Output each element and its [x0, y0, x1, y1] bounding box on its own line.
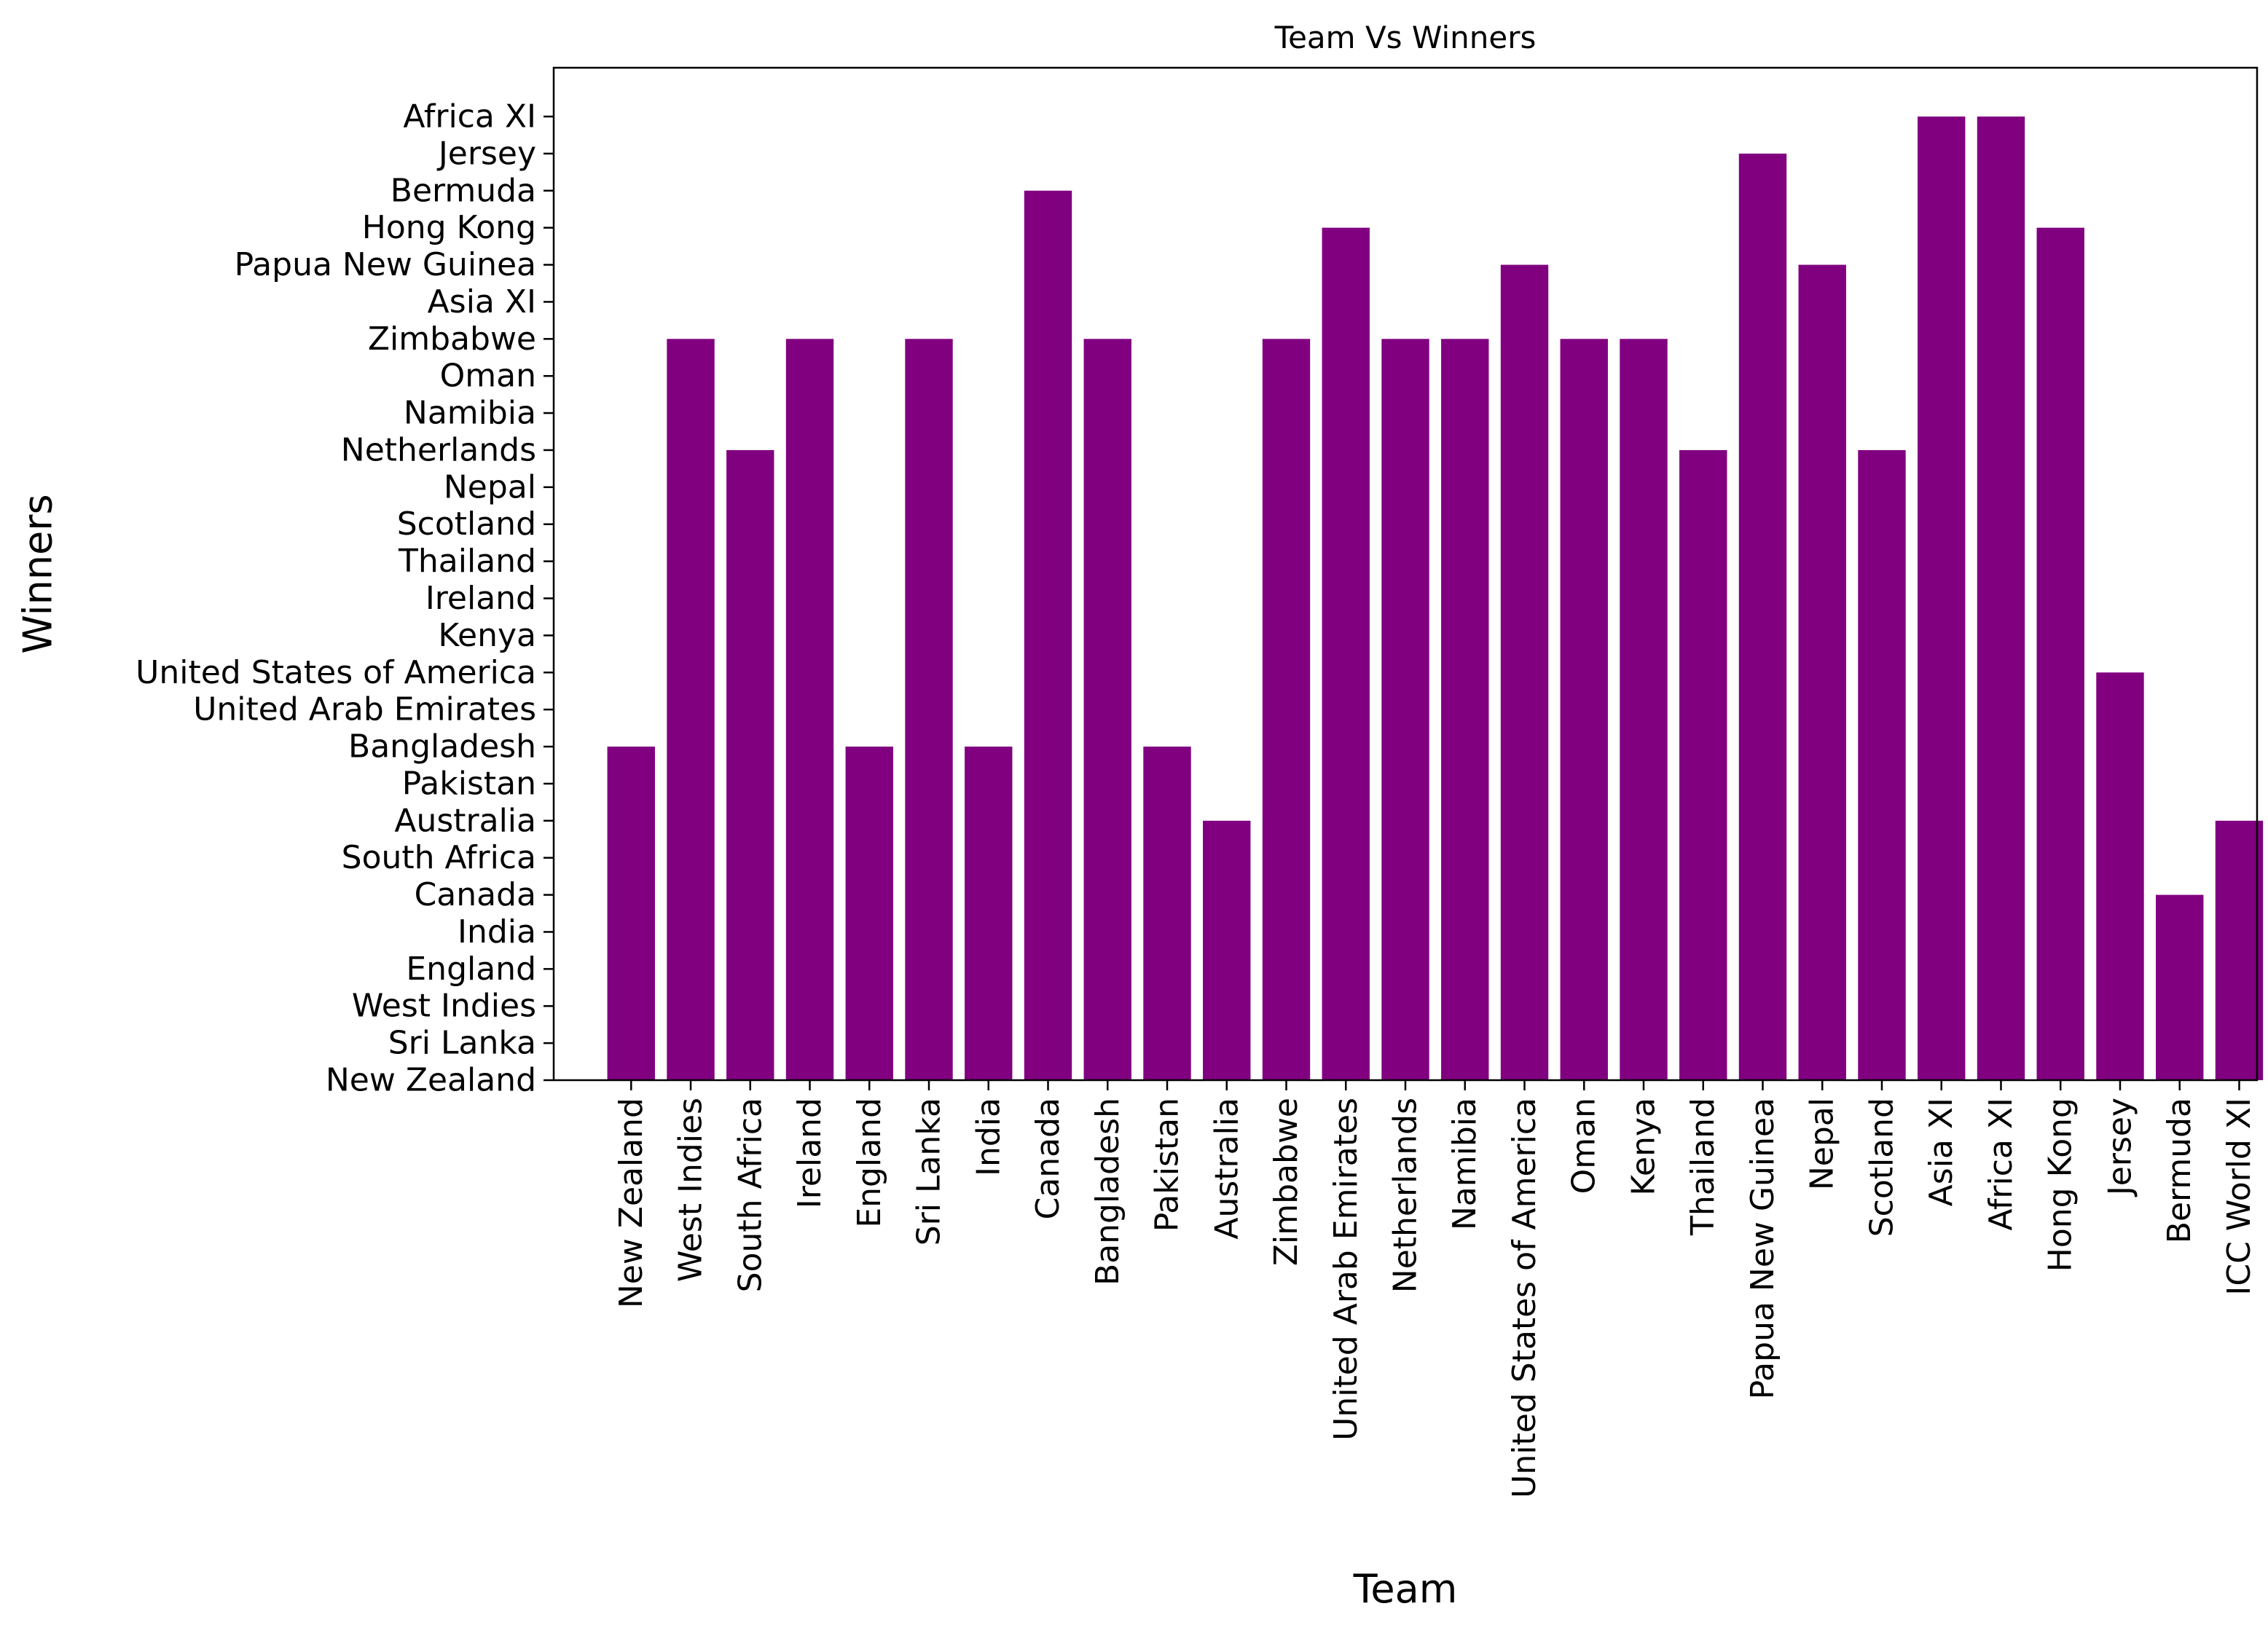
bar [1500, 264, 1549, 1080]
bar [1024, 190, 1072, 1080]
y-axis-label: Winners [15, 494, 61, 653]
x-tick-label: Papua New Guinea [1744, 1098, 1781, 1399]
x-axis-label: Team [1353, 1566, 1458, 1612]
x-tick-label: Nepal [1804, 1098, 1841, 1190]
x-tick-label: England [851, 1098, 888, 1228]
y-tick-label: South Africa [342, 839, 536, 876]
bar [1918, 117, 1966, 1080]
y-tick-label: Thailand [398, 543, 536, 580]
y-tick-label: United Arab Emirates [193, 691, 536, 728]
bar [2036, 227, 2084, 1081]
y-tick-label: Zimbabwe [368, 320, 536, 358]
x-tick-label: Sri Lanka [911, 1098, 948, 1246]
x-tick-label: Ireland [791, 1098, 828, 1208]
y-tick-label: Hong Kong [362, 209, 536, 246]
bar [1738, 153, 1787, 1080]
x-tick-label: New Zealand [613, 1098, 650, 1308]
bar [2096, 672, 2144, 1080]
x-tick-label: Scotland [1863, 1098, 1900, 1237]
x-tick-label: Namibia [1446, 1098, 1483, 1230]
x-tick-label: Oman [1566, 1098, 1603, 1194]
bar [2215, 820, 2264, 1080]
bar [1381, 339, 1429, 1080]
bar [1322, 227, 1370, 1081]
bar [1560, 339, 1608, 1080]
y-tick-label: Ireland [425, 580, 536, 617]
x-tick-label: West Indies [672, 1098, 710, 1282]
x-tick-label: Canada [1029, 1098, 1067, 1219]
x-axis-ticks: New Zealand West Indies South Africa Irelan… [613, 1080, 2258, 1498]
y-tick-label: Scotland [397, 505, 536, 543]
bar [726, 449, 774, 1080]
bar [1143, 747, 1191, 1080]
y-tick-label: New Zealand [326, 1062, 536, 1099]
chart-title: Team Vs Winners [1274, 20, 1537, 55]
bar [845, 747, 893, 1080]
bar [1083, 339, 1131, 1080]
y-tick-label: Nepal [444, 468, 536, 505]
y-tick-label: West Indies [352, 988, 536, 1025]
y-tick-label: Netherlands [341, 431, 536, 468]
x-tick-label: Netherlands [1387, 1098, 1424, 1293]
y-tick-label: Oman [440, 358, 536, 395]
y-tick-label: Papua New Guinea [235, 246, 536, 283]
y-tick-label: India [458, 913, 536, 951]
y-tick-label: England [406, 951, 536, 988]
y-tick-label: Sri Lanka [388, 1025, 536, 1062]
bar [1262, 339, 1311, 1080]
y-tick-label: United States of America [136, 654, 536, 691]
bar [1798, 264, 1846, 1080]
x-tick-label: Kenya [1625, 1098, 1662, 1196]
bar [1858, 449, 1906, 1080]
bar [607, 747, 655, 1080]
x-tick-label: Thailand [1684, 1098, 1722, 1236]
x-tick-label: Hong Kong [2042, 1098, 2079, 1272]
x-tick-label: Pakistan [1149, 1098, 1186, 1232]
plot-frame [552, 66, 2259, 1082]
x-tick-label: Zimbabwe [1268, 1098, 1305, 1266]
y-tick-label: Namibia [404, 395, 536, 432]
y-tick-label: Kenya [438, 617, 536, 654]
bar [1679, 449, 1727, 1080]
y-tick-label: Australia [394, 802, 536, 839]
bar [667, 339, 715, 1080]
bar [2156, 894, 2204, 1080]
x-tick-label: Africa XI [1982, 1098, 2020, 1231]
y-tick-label: Jersey [436, 135, 536, 172]
bar [905, 339, 953, 1080]
bar [1620, 339, 1668, 1080]
x-tick-label: Bangladesh [1089, 1098, 1126, 1286]
x-tick-label: United States of America [1506, 1098, 1543, 1498]
y-tick-label: Pakistan [402, 765, 536, 802]
y-tick-label: Bangladesh [348, 728, 536, 766]
y-tick-label: Canada [415, 876, 536, 913]
bar [785, 339, 834, 1080]
x-tick-label: ICC World XI [2221, 1098, 2258, 1296]
x-tick-label: Bermuda [2161, 1098, 2198, 1243]
x-tick-label: India [970, 1098, 1007, 1176]
x-tick-label: United Arab Emirates [1327, 1098, 1365, 1441]
bar [965, 747, 1013, 1080]
x-tick-label: Australia [1208, 1098, 1245, 1240]
y-tick-label: Bermuda [391, 172, 536, 209]
bar [1977, 117, 2025, 1080]
bar [1203, 820, 1251, 1080]
bars [607, 117, 2264, 1081]
bar [1441, 339, 1489, 1080]
y-tick-label: Asia XI [428, 283, 536, 320]
y-tick-label: Africa XI [403, 98, 536, 135]
x-tick-label: Asia XI [1923, 1098, 1960, 1206]
x-tick-label: Jersey [2101, 1098, 2138, 1197]
x-tick-label: South Africa [731, 1098, 769, 1292]
